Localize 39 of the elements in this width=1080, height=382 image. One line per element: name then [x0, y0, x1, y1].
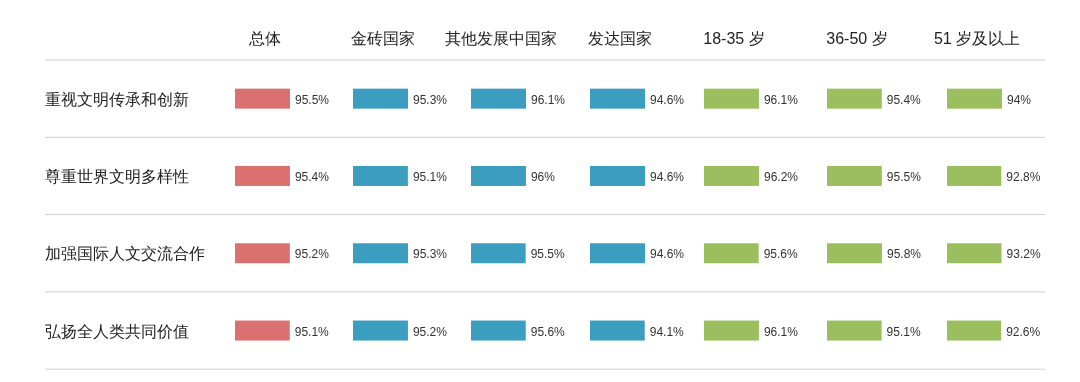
data-label: 94.6% — [650, 169, 685, 184]
chart-title: 51 岁及以上 — [933, 30, 1021, 47]
data-label: 96.1% — [531, 92, 566, 107]
data-label: 95.1% — [294, 324, 330, 339]
data-label: 94.6% — [650, 247, 685, 262]
data-label: 95.3% — [413, 247, 448, 262]
chart-title: 发达国家 — [588, 30, 652, 47]
chart-title: 金砖国家 — [351, 30, 415, 47]
data-label: 95.2% — [294, 247, 330, 262]
data-label: 95.4% — [294, 169, 330, 184]
data-label: 95.5% — [295, 92, 330, 107]
data-label: 96.2% — [764, 169, 799, 184]
data-label: 95.1% — [886, 324, 921, 339]
data-label: 94.1% — [649, 324, 685, 339]
data-label: 95.1% — [412, 169, 448, 184]
data-label: 95.5% — [530, 247, 566, 262]
chart-title: 总体 — [248, 30, 281, 47]
data-label: 96.1% — [763, 324, 799, 339]
y-tick-label: 加强国际人文交流合作 — [45, 245, 205, 263]
data-label: 96% — [530, 169, 556, 184]
data-label: 93.2% — [1006, 247, 1041, 262]
y-tick-label: 尊重世界文明多样性 — [45, 167, 189, 185]
data-label: 95.2% — [412, 324, 448, 339]
data-label: 94.6% — [650, 92, 685, 107]
data-label: 95.6% — [530, 324, 566, 339]
data-label: 95.4% — [886, 92, 922, 107]
data-label: 95.8% — [887, 247, 922, 262]
data-label: 96.1% — [763, 92, 799, 107]
chart-title: 36-50 岁 — [826, 30, 888, 47]
chart-title: 其他发展中国家 — [445, 30, 557, 47]
data-label: 94% — [1007, 92, 1032, 107]
chart-title: 18-35 岁 — [703, 30, 765, 47]
data-label: 92.6% — [1006, 324, 1041, 339]
data-label: 95.6% — [763, 247, 799, 262]
data-label: 95.5% — [886, 169, 922, 184]
y-tick-label: 弘扬全人类共同价值 — [45, 322, 189, 340]
y-tick-label: 重视文明传承和创新 — [45, 90, 189, 108]
data-label: 95.3% — [413, 92, 448, 107]
data-label: 92.8% — [1006, 169, 1041, 184]
